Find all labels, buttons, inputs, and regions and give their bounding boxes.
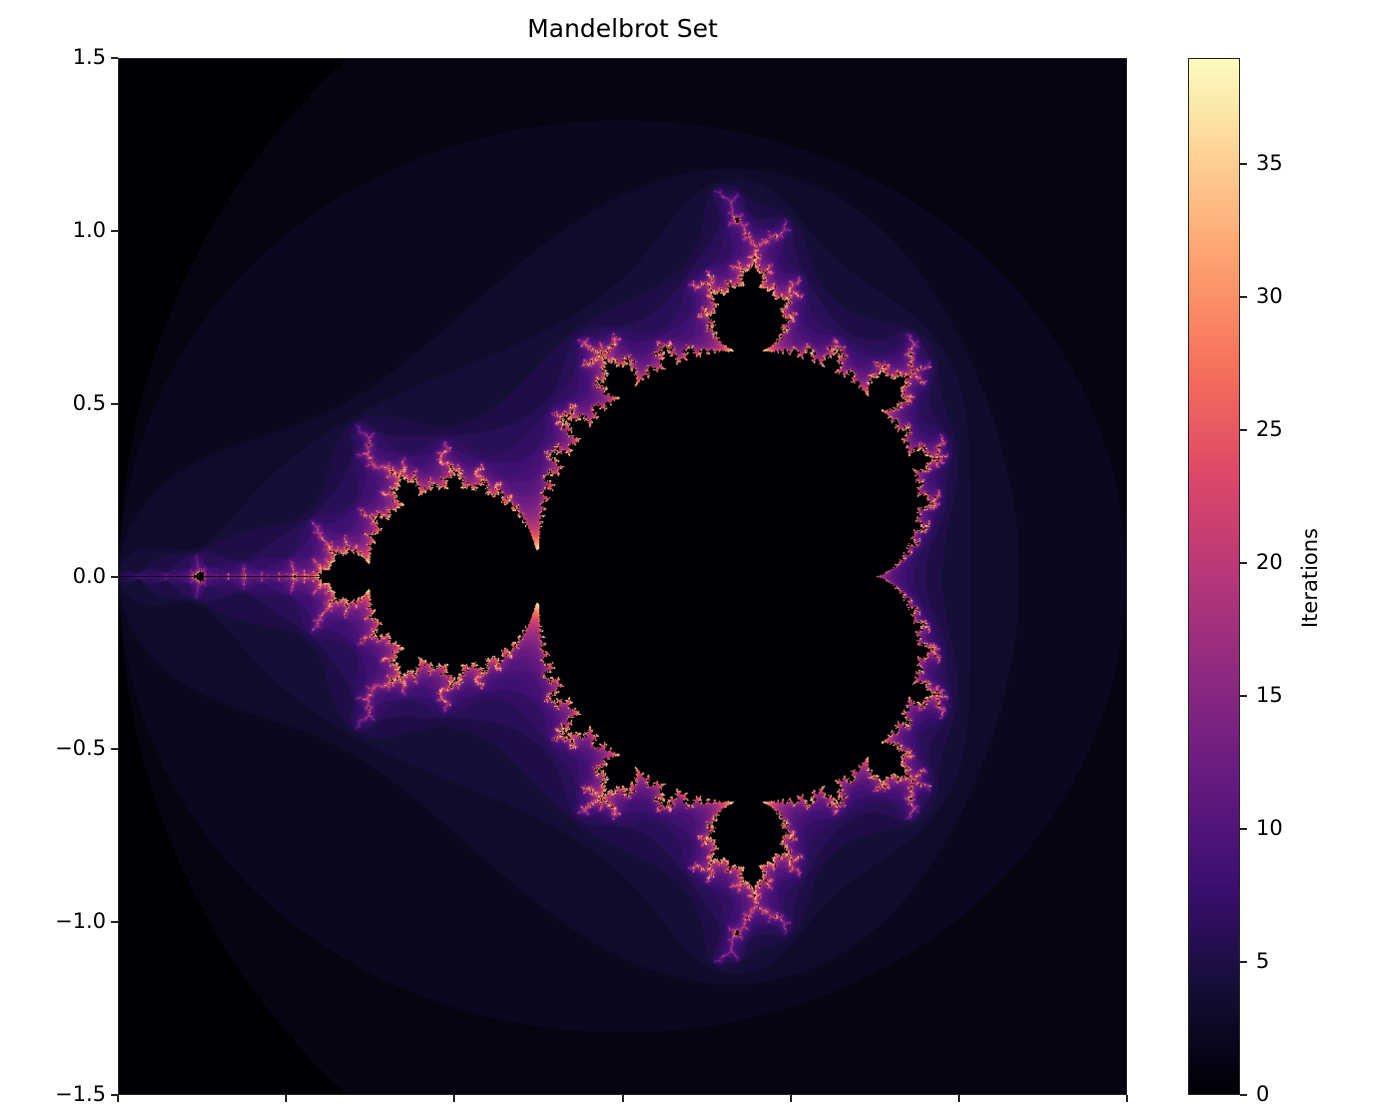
colorbar-tick-label: 15 (1256, 683, 1283, 708)
colorbar-tick-label: 25 (1256, 417, 1283, 442)
colorbar-tick-label: 5 (1256, 949, 1270, 974)
chart-title: Mandelbrot Set (527, 14, 718, 43)
x-tick-mark (117, 1095, 119, 1102)
y-tick-mark (111, 402, 118, 405)
colorbar-tick-mark (1240, 562, 1247, 565)
colorbar-tick-mark (1240, 961, 1247, 964)
mandelbrot-heatmap (119, 59, 1126, 1094)
x-tick-mark (453, 1095, 456, 1102)
y-tick-mark (111, 1094, 118, 1096)
x-tick-mark (957, 1095, 960, 1102)
colorbar-gradient (1189, 59, 1239, 1094)
x-tick-mark (285, 1095, 288, 1102)
colorbar-tick-mark (1240, 296, 1247, 299)
colorbar-tick-mark (1240, 828, 1247, 831)
colorbar-tick-mark (1240, 163, 1247, 166)
y-tick-label: −1.5 (55, 1082, 106, 1106)
colorbar-tick-label: 30 (1256, 284, 1283, 309)
colorbar-tick-mark (1240, 1094, 1247, 1096)
y-tick-label: −1.0 (55, 909, 106, 934)
y-tick-mark (111, 57, 118, 59)
y-tick-mark (111, 575, 118, 578)
x-tick-mark (789, 1095, 792, 1102)
y-tick-label: −0.5 (55, 736, 106, 761)
y-tick-mark (111, 921, 118, 924)
y-tick-label: 0.0 (72, 563, 106, 588)
colorbar-tick-mark (1240, 429, 1247, 432)
x-tick-mark (1126, 1095, 1128, 1102)
y-tick-mark (111, 748, 118, 751)
colorbar-tick-mark (1240, 695, 1247, 698)
colorbar-tick-label: 0 (1256, 1082, 1270, 1106)
y-tick-mark (111, 229, 118, 232)
y-tick-label: 0.5 (72, 390, 106, 415)
x-tick-mark (621, 1095, 624, 1102)
y-tick-label: 1.0 (72, 217, 106, 242)
colorbar-label: Iterations (1298, 527, 1322, 629)
colorbar (1188, 58, 1240, 1095)
y-tick-label: 1.5 (72, 45, 106, 69)
colorbar-tick-label: 10 (1256, 816, 1283, 841)
colorbar-tick-label: 20 (1256, 550, 1283, 575)
colorbar-tick-label: 35 (1256, 151, 1283, 176)
plot-area (118, 58, 1127, 1095)
